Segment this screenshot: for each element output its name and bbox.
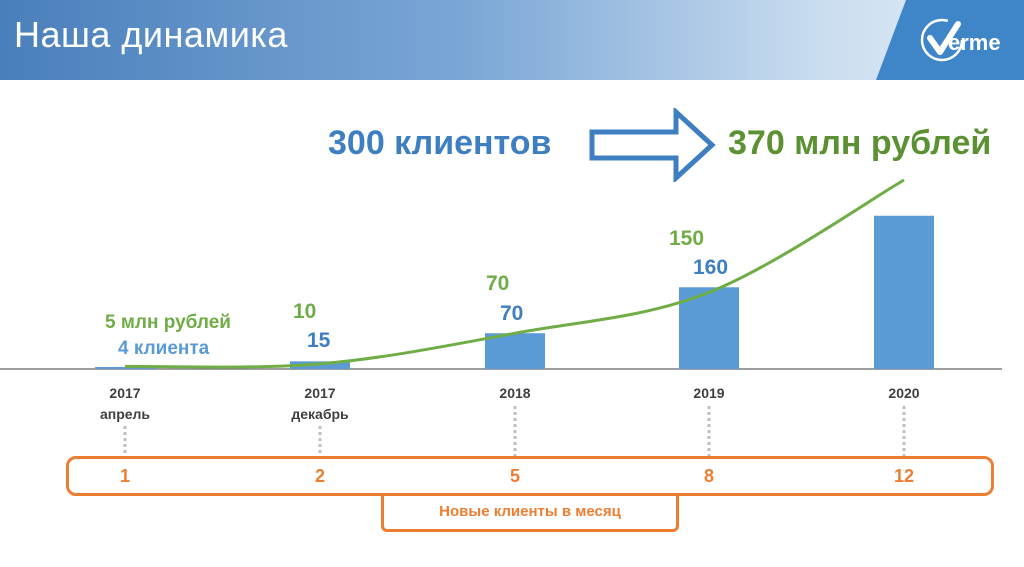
tick-label: апрель xyxy=(100,406,150,422)
page-title: Наша динамика xyxy=(14,14,288,55)
bar xyxy=(874,215,934,369)
revenue-line xyxy=(124,178,905,369)
new-clients-box xyxy=(66,456,994,496)
data-label-revenue: 150 xyxy=(669,227,704,250)
data-label-revenue: 10 xyxy=(293,300,316,323)
tick-label: декабрь xyxy=(291,406,349,422)
data-label-clients: 70 xyxy=(500,302,523,325)
tick-label: 2017 xyxy=(109,385,140,401)
header-bar: Наша динамика xyxy=(0,0,1024,80)
data-label-revenue: 5 млн рублей xyxy=(105,312,231,333)
new-clients-value: 2 xyxy=(315,466,325,486)
logo-text: erme xyxy=(948,30,1001,55)
tick-label: 2019 xyxy=(693,385,724,401)
verme-logo-icon xyxy=(920,18,964,62)
bar xyxy=(485,333,545,369)
new-clients-value: 5 xyxy=(510,466,520,486)
new-clients-value: 12 xyxy=(894,466,914,486)
tick-label: 2017 xyxy=(304,385,335,401)
bar xyxy=(95,366,155,369)
right-arrow-icon xyxy=(589,108,716,182)
data-label-revenue: 70 xyxy=(486,272,509,295)
new-clients-value: 8 xyxy=(704,466,714,486)
data-label-clients: 15 xyxy=(307,329,331,352)
headline-revenue: 370 млн рублей xyxy=(728,124,992,162)
tick-label: 2018 xyxy=(499,385,530,401)
headline-clients: 300 клиентов xyxy=(328,124,552,162)
new-clients-value: 1 xyxy=(120,466,130,486)
new-clients-caption: Новые клиенты в месяц xyxy=(381,496,679,532)
data-label-clients: 4 клиента xyxy=(118,338,210,359)
tick-label: 2020 xyxy=(888,385,919,401)
data-label-clients: 160 xyxy=(693,256,728,279)
